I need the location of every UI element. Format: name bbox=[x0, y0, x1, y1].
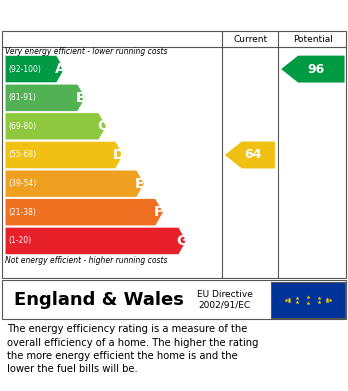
Text: Potential: Potential bbox=[293, 36, 333, 45]
Text: E: E bbox=[135, 177, 145, 191]
Text: (39-54): (39-54) bbox=[8, 179, 36, 188]
Text: 64: 64 bbox=[245, 149, 262, 161]
Polygon shape bbox=[5, 142, 123, 169]
Text: Energy Efficiency Rating: Energy Efficiency Rating bbox=[63, 7, 285, 23]
Text: F: F bbox=[154, 205, 164, 219]
Text: Very energy efficient - lower running costs: Very energy efficient - lower running co… bbox=[5, 47, 168, 56]
Text: B: B bbox=[76, 91, 86, 105]
Polygon shape bbox=[281, 56, 345, 83]
Text: EU Directive
2002/91/EC: EU Directive 2002/91/EC bbox=[197, 290, 252, 310]
Text: (69-80): (69-80) bbox=[8, 122, 36, 131]
Text: 96: 96 bbox=[308, 63, 325, 75]
Text: Current: Current bbox=[233, 36, 267, 45]
Polygon shape bbox=[5, 199, 163, 226]
Polygon shape bbox=[5, 228, 186, 255]
Polygon shape bbox=[5, 170, 144, 197]
Text: England & Wales: England & Wales bbox=[14, 291, 184, 309]
Text: (55-68): (55-68) bbox=[8, 151, 36, 160]
Polygon shape bbox=[225, 142, 275, 169]
Text: (81-91): (81-91) bbox=[8, 93, 36, 102]
Text: Not energy efficient - higher running costs: Not energy efficient - higher running co… bbox=[5, 256, 168, 265]
Text: G: G bbox=[176, 234, 188, 248]
Text: (1-20): (1-20) bbox=[8, 237, 31, 246]
Text: A: A bbox=[55, 62, 65, 76]
Text: (92-100): (92-100) bbox=[8, 65, 41, 74]
Polygon shape bbox=[5, 84, 85, 111]
Bar bbox=[271, 282, 345, 317]
Text: D: D bbox=[113, 148, 125, 162]
Text: The energy efficiency rating is a measure of the
overall efficiency of a home. T: The energy efficiency rating is a measur… bbox=[7, 325, 259, 374]
Polygon shape bbox=[5, 56, 64, 83]
Polygon shape bbox=[5, 113, 106, 140]
Text: C: C bbox=[97, 119, 107, 133]
Text: (21-38): (21-38) bbox=[8, 208, 36, 217]
